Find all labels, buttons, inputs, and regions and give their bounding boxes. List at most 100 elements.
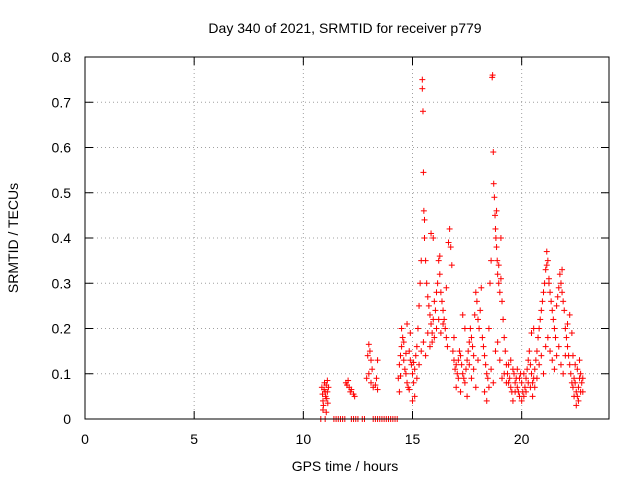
data-point <box>406 386 413 393</box>
data-point <box>455 375 462 382</box>
data-point <box>553 302 560 309</box>
data-point <box>417 280 424 287</box>
data-point <box>471 311 478 318</box>
data-point <box>512 379 519 386</box>
data-point <box>544 334 551 341</box>
data-point <box>564 343 571 350</box>
data-point <box>410 359 417 366</box>
data-point <box>576 357 583 364</box>
data-point <box>404 320 411 327</box>
data-point <box>532 357 539 364</box>
data-point <box>518 397 525 404</box>
data-point <box>563 334 570 341</box>
data-point <box>555 343 562 350</box>
data-point <box>531 366 538 373</box>
data-point <box>440 307 447 314</box>
y-axis-label: SRMTID / TECUs <box>5 183 21 293</box>
data-point <box>547 348 554 355</box>
data-point <box>466 361 473 368</box>
data-point <box>556 271 563 278</box>
data-point <box>428 320 435 327</box>
data-point <box>369 366 376 373</box>
data-point <box>428 230 435 237</box>
data-point <box>422 257 429 264</box>
data-point <box>470 366 477 373</box>
data-point <box>469 343 476 350</box>
data-point <box>530 325 537 332</box>
data-point <box>416 361 423 368</box>
data-point <box>461 325 468 332</box>
data-point <box>514 384 521 391</box>
data-point <box>453 384 460 391</box>
data-point <box>482 361 489 368</box>
data-point <box>476 325 483 332</box>
data-point <box>493 244 500 251</box>
data-point <box>490 180 497 187</box>
data-point <box>505 379 512 386</box>
data-point <box>539 298 546 305</box>
data-point <box>407 357 414 364</box>
data-point <box>472 289 479 296</box>
data-point <box>430 316 437 323</box>
axis-ticks <box>84 56 609 420</box>
data-point <box>518 379 525 386</box>
data-point <box>372 382 379 389</box>
y-tick-label: 0.2 <box>52 321 72 337</box>
data-point <box>351 393 358 400</box>
data-point <box>431 334 438 341</box>
data-point <box>483 370 490 377</box>
data-point <box>452 366 459 373</box>
data-point <box>577 388 584 395</box>
data-point <box>425 302 432 309</box>
data-point <box>423 280 430 287</box>
data-point <box>478 284 485 291</box>
data-point <box>521 384 528 391</box>
data-point <box>397 352 404 359</box>
data-point <box>445 239 452 246</box>
data-point <box>571 393 578 400</box>
data-point <box>401 366 408 373</box>
data-point <box>506 375 513 382</box>
data-point <box>477 307 484 314</box>
data-point <box>413 343 420 350</box>
data-points <box>317 72 586 422</box>
data-point <box>571 375 578 382</box>
data-point <box>483 397 490 404</box>
data-point <box>365 370 372 377</box>
data-point <box>464 357 471 364</box>
data-point <box>536 325 543 332</box>
data-point <box>545 275 552 282</box>
data-point <box>572 361 579 368</box>
data-point <box>494 257 501 264</box>
data-point <box>500 316 507 323</box>
data-point <box>454 370 461 377</box>
data-point <box>572 379 579 386</box>
y-tick-label: 0.4 <box>52 230 72 246</box>
data-point <box>453 361 460 368</box>
data-point <box>501 334 508 341</box>
data-point <box>419 76 426 83</box>
data-point <box>523 388 530 395</box>
data-point <box>520 393 527 400</box>
data-point <box>402 350 409 357</box>
data-point <box>464 393 471 400</box>
data-point <box>520 370 527 377</box>
data-point <box>574 366 581 373</box>
data-point <box>412 352 419 359</box>
data-point <box>542 343 549 350</box>
data-point <box>561 307 568 314</box>
data-point <box>492 225 499 232</box>
data-point <box>431 298 438 305</box>
data-point <box>536 361 543 368</box>
data-point <box>566 311 573 318</box>
data-point <box>488 366 495 373</box>
data-point <box>409 370 416 377</box>
data-point <box>459 311 466 318</box>
data-point <box>492 235 499 241</box>
data-point <box>538 352 545 359</box>
data-point <box>548 298 555 305</box>
data-point <box>426 311 433 318</box>
data-point <box>504 370 511 377</box>
data-point <box>436 253 443 260</box>
grid-lines <box>85 57 609 419</box>
